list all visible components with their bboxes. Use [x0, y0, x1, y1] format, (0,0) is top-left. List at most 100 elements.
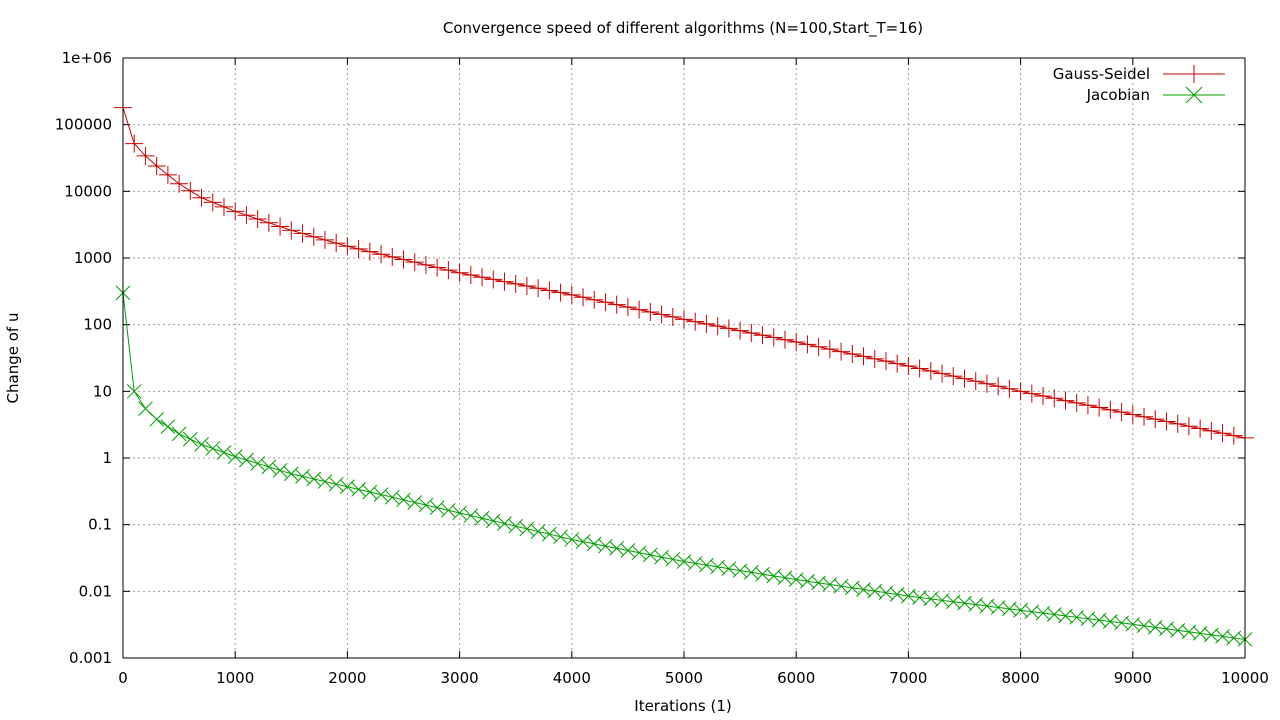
series-gauss-seidel-point: [742, 323, 761, 342]
series-gauss-seidel-point: [753, 326, 772, 345]
chart-title: Convergence speed of different algorithm…: [443, 19, 923, 38]
series-gauss-seidel-point: [1213, 424, 1232, 443]
series-gauss-seidel-point: [125, 134, 144, 153]
series-gauss-seidel-point: [181, 181, 200, 200]
series-gauss-seidel-point: [1090, 398, 1109, 417]
series-jacobian-point: [272, 462, 288, 478]
x-tick-label: 10000: [1221, 669, 1269, 687]
series-gauss-seidel-point: [966, 372, 985, 391]
x-axis-label: Iterations (1): [634, 697, 731, 715]
series-gauss-seidel-point: [349, 239, 368, 258]
series-gauss-seidel-point: [1045, 389, 1064, 408]
plot-frame: [122, 57, 1246, 659]
series-jacobian-point: [620, 543, 636, 558]
series-jacobian-point: [553, 529, 568, 545]
series-gauss-seidel-point: [641, 303, 660, 322]
x-tick-label: 9000: [1114, 669, 1152, 687]
series-jacobian-point: [160, 419, 176, 434]
series-gauss-seidel-point: [416, 255, 435, 274]
series-gauss-seidel-point: [787, 332, 806, 351]
x-tick-label: 4000: [553, 669, 591, 687]
series-gauss-seidel-point: [607, 295, 626, 314]
series-jacobian-point: [283, 466, 299, 482]
series-jacobian-point: [261, 459, 277, 475]
series-gauss-seidel-point: [832, 342, 851, 361]
y-tick-label: 0.01: [79, 582, 112, 600]
series-gauss-seidel-point: [1157, 412, 1176, 431]
series-gauss-seidel-point: [1146, 410, 1165, 429]
series-gauss-seidel-point: [1123, 405, 1142, 424]
series-gauss-seidel-point: [910, 359, 929, 378]
series-gauss-seidel-point: [226, 202, 245, 221]
series-jacobian-point: [216, 445, 232, 460]
series-jacobian-point: [429, 500, 445, 516]
series-jacobian-point: [317, 474, 333, 489]
series-jacobian-point: [631, 545, 647, 561]
series-gauss-seidel-point: [461, 265, 480, 284]
x-tick-label: 3000: [441, 669, 479, 687]
series-gauss-seidel-point: [652, 305, 671, 324]
series-layer: [114, 98, 1254, 647]
x-tick-label: 0: [118, 669, 128, 687]
series-gauss-seidel-point: [798, 335, 817, 354]
series-jacobian-point: [609, 540, 625, 556]
series-gauss-seidel-point: [843, 344, 862, 363]
y-axis-label: Change of u: [4, 313, 22, 404]
series-gauss-seidel-point: [394, 250, 413, 269]
series-jacobian-point: [485, 513, 501, 529]
x-tick-label: 1000: [216, 669, 254, 687]
series-gauss-seidel-point: [372, 245, 391, 264]
series-gauss-seidel-point: [977, 374, 996, 393]
series-gauss-seidel-point: [574, 288, 593, 307]
series-gauss-seidel-point: [540, 281, 559, 300]
series-gauss-seidel-point: [876, 352, 895, 371]
legend-marker: [1185, 65, 1203, 83]
series-gauss-seidel-point: [203, 193, 222, 212]
axis-ticks: 0 1000 2000 3000 4000 5000 6000 7000 8000 9000 100…: [55, 49, 1269, 687]
y-tick-label: 1e+06: [62, 49, 112, 67]
series-jacobian-point: [328, 476, 344, 492]
series-jacobian-point: [497, 516, 512, 531]
series-gauss-seidel-point: [899, 356, 918, 375]
series-gauss-seidel-point: [282, 221, 301, 240]
series-gauss-seidel-point: [1022, 384, 1041, 403]
y-tick-label: 0.001: [69, 649, 112, 667]
series-gauss-seidel-point: [1101, 400, 1120, 419]
series-gauss-seidel-point: [1224, 426, 1243, 445]
series-jacobian-point: [384, 489, 400, 505]
series-jacobian-point: [530, 524, 546, 539]
series-gauss-seidel-point: [428, 258, 447, 277]
series-gauss-seidel-point: [473, 268, 492, 287]
series-gauss-seidel-point: [731, 321, 750, 340]
series-jacobian-point: [508, 518, 524, 534]
series-gauss-seidel-point: [551, 283, 570, 302]
series-gauss-seidel-point: [675, 310, 693, 329]
series-gauss-seidel-point: [338, 237, 357, 256]
series-gauss-seidel-point: [237, 206, 256, 225]
series-gauss-seidel-point: [383, 247, 402, 266]
series-gauss-seidel-point: [1179, 417, 1198, 436]
series-gauss-seidel-point: [955, 369, 974, 388]
series-jacobian-point: [362, 484, 378, 500]
series-gauss-seidel-point: [686, 312, 705, 331]
series-gauss-seidel-point: [1168, 414, 1187, 433]
series-jacobian-point: [205, 441, 221, 456]
series-jacobian-point: [182, 431, 198, 447]
series-gauss-seidel-point: [495, 272, 514, 291]
series-gauss-seidel-point: [697, 314, 716, 333]
series-jacobian-point: [575, 534, 591, 550]
legend-marker: [1185, 86, 1203, 104]
series-gauss-seidel-point: [315, 230, 334, 249]
series-gauss-seidel-point: [450, 263, 469, 282]
series-gauss-seidel-point: [630, 300, 649, 319]
series-jacobian-point: [171, 426, 187, 442]
series-gauss-seidel-point: [1078, 396, 1097, 415]
series-gauss-seidel-point: [360, 242, 379, 261]
y-tick-label: 10000: [64, 182, 112, 200]
series-jacobian-point: [665, 551, 681, 567]
legend-label: Jacobian: [1086, 86, 1150, 104]
series-gauss-seidel-point: [147, 156, 166, 175]
series-gauss-seidel-point: [439, 261, 458, 280]
series-gauss-seidel-point: [1135, 407, 1154, 426]
